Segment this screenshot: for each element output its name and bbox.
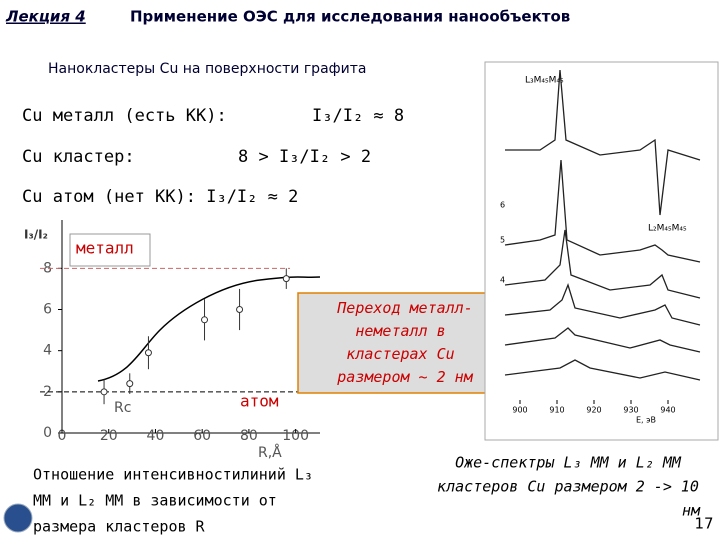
x-axis-label: R,Å bbox=[258, 444, 282, 461]
row-label: Cu атом (нет КК): I₃/I₂ ≈ 2 bbox=[22, 187, 298, 207]
fit-curve bbox=[97, 276, 321, 382]
row-value: I₃/I₂ ≈ 8 bbox=[312, 106, 404, 126]
curve-label: 4 bbox=[500, 276, 505, 285]
callout: Переход металл-неметалл в кластерах Cu р… bbox=[297, 292, 513, 394]
y-tick-label: 4 bbox=[43, 343, 52, 359]
y-tick-label: 2 bbox=[43, 384, 52, 400]
callout-text: Переход металл-неметалл в кластерах Cu р… bbox=[336, 299, 473, 386]
spectra-tick-label: 930 bbox=[623, 406, 638, 415]
caption-left: Отношение интенсивностилиний L₃ MM и L₂ M… bbox=[33, 466, 313, 536]
y-tick-label: 0 bbox=[43, 425, 52, 441]
caption-line: Оже-спектры L₃ MM и L₂ MM bbox=[455, 454, 682, 472]
metal-label: металл bbox=[76, 239, 134, 258]
spectra-tick-label: 900 bbox=[512, 406, 527, 415]
spectra-tick-label: 940 bbox=[660, 406, 675, 415]
data-point bbox=[144, 349, 152, 357]
row-label: Cu кластер: bbox=[22, 147, 135, 167]
data-point bbox=[126, 380, 134, 388]
metal-box bbox=[69, 233, 151, 267]
spectra-curves bbox=[504, 69, 701, 381]
caption-line: MM и L₂ MM в зависимости от bbox=[33, 492, 277, 510]
data-point bbox=[201, 316, 209, 324]
y-axis-label: I₃/I₂ bbox=[24, 228, 48, 242]
spectra-frame bbox=[484, 61, 719, 441]
plot-bg bbox=[20, 214, 320, 456]
row-value: 8 > I₃/I₂ > 2 bbox=[238, 147, 371, 167]
peak-label: L₂M₄₅M₄₅ bbox=[648, 224, 687, 234]
data-point bbox=[236, 306, 244, 314]
rc-label: Rc bbox=[114, 400, 131, 416]
logo bbox=[3, 503, 33, 533]
spectra-figure: L₃M₄₅M₄₅ L₂M₄₅M₄₅ 6 5 4 E, эВ 900 910 920 9… bbox=[484, 61, 719, 441]
x-tick-label: 80 bbox=[240, 428, 258, 444]
x-tick-label: 20 bbox=[100, 428, 118, 444]
subtitle: Нанокластеры Cu на поверхности графита bbox=[48, 61, 366, 77]
x-tick-label: 60 bbox=[193, 428, 211, 444]
row-label: Cu металл (есть КК): bbox=[22, 106, 227, 126]
slide-title: Применение ОЭС для исследования нанообъе… bbox=[130, 8, 570, 26]
data-point bbox=[100, 388, 108, 396]
spectra-tick-label: 910 bbox=[549, 406, 564, 415]
x-tick-label: 40 bbox=[147, 428, 165, 444]
curve-label: 6 bbox=[500, 201, 505, 210]
y-tick-label: 6 bbox=[43, 302, 52, 318]
caption-line: нм bbox=[682, 502, 701, 520]
spectra-x-label: E, эВ bbox=[636, 416, 656, 425]
x-tick-label: 100 bbox=[282, 428, 309, 444]
page-number: 17 bbox=[694, 515, 713, 533]
caption-line: Отношение интенсивностилиний L₃ bbox=[33, 466, 313, 484]
caption-right: Оже-спектры L₃ MM и L₂ MM кластеров Cu ра… bbox=[437, 454, 701, 520]
curve-label: 5 bbox=[500, 236, 505, 245]
callout-box bbox=[297, 292, 513, 394]
peak-label: L₃M₄₅M₄₅ bbox=[525, 76, 564, 86]
caption-line: кластеров Cu размером 2 -> 10 bbox=[437, 478, 699, 496]
y-tick-label: 8 bbox=[43, 260, 52, 276]
lecture-label: Лекция 4 bbox=[5, 8, 86, 26]
caption-line: размера кластеров R bbox=[33, 518, 206, 536]
x-tick-label: 0 bbox=[58, 428, 67, 444]
spectra-tick-label: 920 bbox=[586, 406, 601, 415]
data-point bbox=[282, 275, 290, 283]
atom-label: атом bbox=[240, 392, 279, 411]
